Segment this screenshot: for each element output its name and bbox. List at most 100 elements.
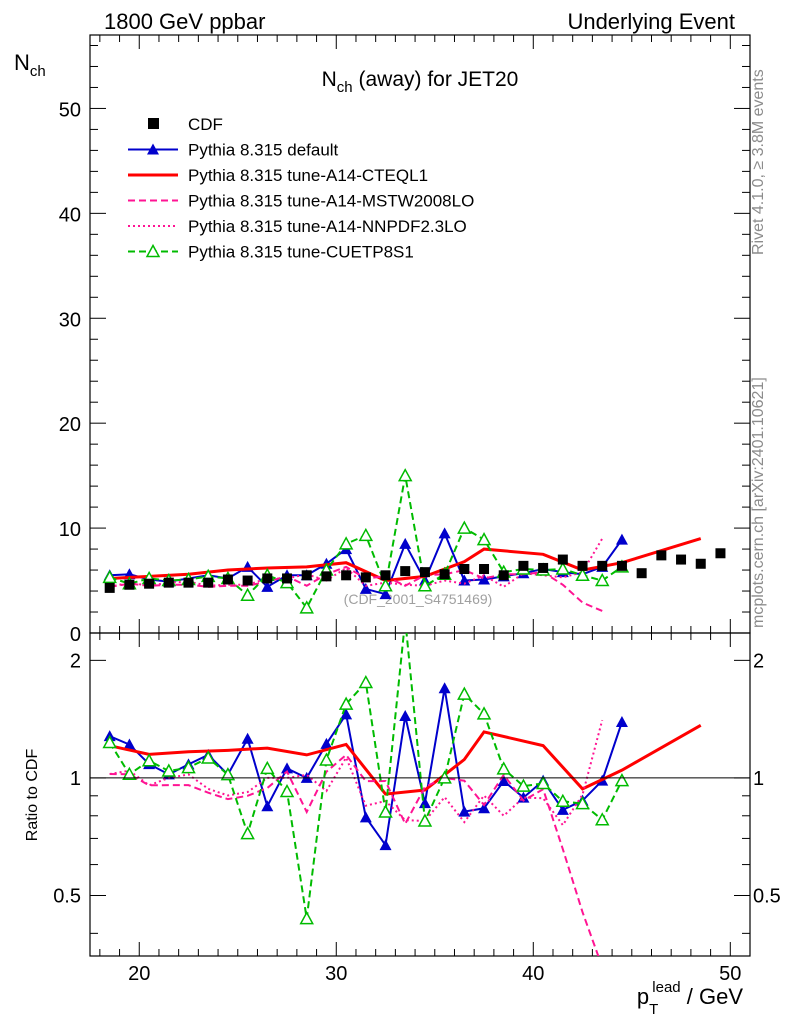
legend-marker [145,243,161,258]
legend-label: Pythia 8.315 tune-A14-CTEQL1 [188,166,428,185]
series-point-5 [555,561,571,575]
legend-label: Pythia 8.315 tune-A14-NNPDF2.3LO [188,217,467,236]
ratio-point-1 [379,839,392,851]
cdf-point [459,564,470,575]
series-point-5 [594,572,610,587]
ratio-tick-label: 2 [70,650,81,672]
ratio-point-5 [161,763,177,777]
series-point-5 [457,520,472,534]
ratio-point-1 [418,797,431,809]
ratio-point-5 [358,674,374,689]
ratio-tick-label: 1 [70,768,81,790]
series-point-5 [476,532,492,546]
ratio-axes: 20 30 40 50 0.5 0.5 1 1 2 2 [53,633,781,985]
cdf-point [695,558,706,569]
ratio-point-5 [122,766,137,781]
ratio-point-5 [338,696,354,710]
cdf-point [419,567,430,578]
rivet-label: Rivet 4.1.0, ≥ 3.8M events [750,69,767,255]
chart-title: Nch (away) for JET20 [322,68,519,96]
ratio-point-1 [320,737,333,749]
ratio-point-5 [220,767,236,781]
legend-marker [147,143,159,155]
ratio-point-1 [497,775,510,787]
ratio-line-3 [109,753,600,956]
ratio-point-1 [123,738,136,750]
series-point-5 [338,536,354,550]
x-tick-label: 30 [325,963,347,985]
ratio-point-5 [476,706,492,720]
y-tick-label: 20 [59,414,81,436]
ratio-point-5 [260,760,275,775]
cdf-point [282,573,293,584]
ratio-point-5 [535,775,551,790]
cdf-point [557,554,568,565]
ratio-tick-label: 0.5 [753,886,781,908]
cdf-point [616,560,627,571]
series-point-5 [358,527,374,542]
cdf-point [301,570,312,581]
ratio-point-1 [261,800,274,812]
cdf-point [242,575,253,586]
y-tick-label: 50 [59,99,81,121]
cdf-point [380,570,391,581]
ratio-point-1 [438,682,451,694]
ratio-tick-label: 1 [753,768,764,790]
cdf-point [636,568,647,579]
ratio-point-5 [299,911,314,925]
ratio-point-5 [457,686,472,700]
y-tick-label: 40 [59,204,81,226]
y-axis-label: Nch [14,50,46,80]
series-point-5 [575,567,590,582]
ratio-point-5 [555,793,571,808]
series-point-1 [438,527,451,539]
cdf-point [104,582,115,593]
x-axis-label: pTlead / GeV [637,979,743,1018]
cdf-point [222,574,233,585]
ratio-point-5 [319,752,334,766]
header-right: Underlying Event [567,9,735,34]
cdf-point [124,579,135,590]
cdf-point [597,560,608,571]
ratio-point-1 [478,802,491,814]
cdf-point [321,571,332,582]
cdf-point [144,578,155,589]
ratio-point-5 [614,773,630,787]
series-point-5 [299,600,314,614]
ratio-y-axis-label: Ratio to CDF [24,749,41,842]
cdf-point [183,577,194,588]
ratio-point-5 [141,753,157,767]
ratio-point-5 [399,614,411,625]
cdf-point [400,566,411,577]
ratio-point-5 [200,750,216,764]
series-point-1 [261,580,274,592]
series-point-1 [478,573,491,585]
cdf-point [341,570,352,581]
series-point-1 [458,574,471,586]
cdf-point [656,550,667,561]
cdf-point [538,562,549,573]
ratio-point-5 [181,760,196,774]
cdf-point [676,554,687,565]
cdf-point [203,577,214,588]
ratio-point-5 [279,783,295,798]
ratio-tick-label: 0.5 [53,886,81,908]
main-series-layer [102,468,726,614]
legend-label: Pythia 8.315 default [188,141,339,160]
ratio-line-2 [109,724,702,796]
series-point-5 [378,578,393,592]
cdf-point [479,564,490,575]
series-point-5 [102,569,117,584]
ratio-point-1 [458,805,471,817]
legend-label: CDF [188,115,223,134]
ratio-point-1 [615,715,628,727]
ratio-point-5 [594,812,610,826]
series-point-5 [417,578,433,592]
main-axes: 0 10 20 30 40 50 [59,35,751,646]
series-point-1 [359,582,372,594]
cdf-point [518,560,529,571]
cdf-point [360,572,371,583]
mcplots-label: mcplots.cern.ch [arXiv:2401.10621] [750,377,767,628]
ratio-point-1 [399,709,412,721]
